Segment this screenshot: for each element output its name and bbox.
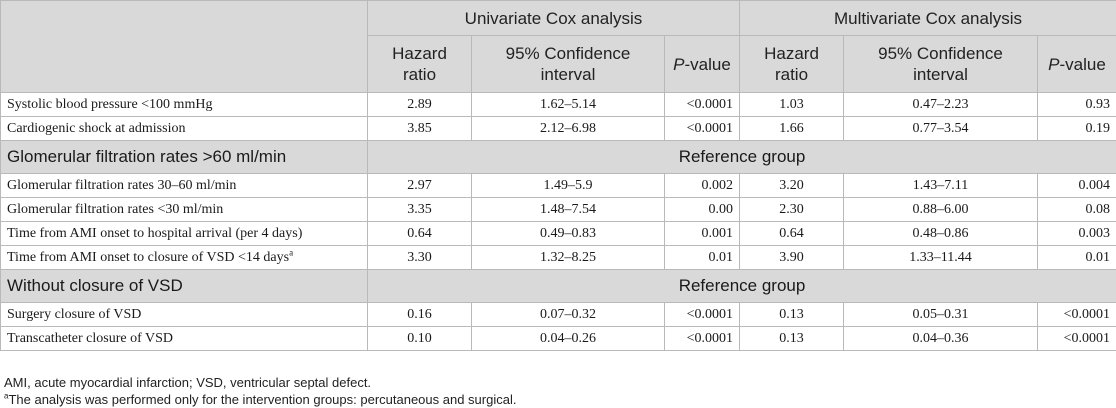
univariate-p: 0.00 [664, 197, 740, 222]
univariate-group-header: Univariate Cox analysis [367, 0, 740, 36]
reference-row-label: Glomerular filtration rates >60 ml/min [0, 140, 368, 174]
univariate-hr: 0.16 [367, 302, 472, 327]
reference-row-label: Without closure of VSD [0, 269, 368, 303]
multivariate-ci: 0.04–0.36 [843, 326, 1038, 351]
univariate-ci: 1.32–8.25 [471, 245, 665, 270]
reference-group-text: Reference group [366, 140, 1116, 174]
multivariate-ci: 0.77–3.54 [843, 116, 1038, 141]
univariate-ci-header: 95% Confidence interval [471, 35, 665, 93]
footnote-analysis-note: aThe analysis was performed only for the… [4, 391, 517, 407]
table-row: Time from AMI onset to hospital arrival … [0, 221, 1116, 246]
multivariate-p: 0.19 [1036, 116, 1116, 141]
multivariate-hr: 1.03 [739, 92, 844, 117]
univariate-ci: 1.49–5.9 [471, 173, 665, 198]
multivariate-hr: 3.90 [739, 245, 844, 270]
footnote-marker: a [289, 246, 294, 257]
univariate-ci: 0.07–0.32 [471, 302, 665, 327]
table-row: Systolic blood pressure <100 mmHg 2.89 1… [0, 92, 1116, 117]
univariate-p: 0.01 [664, 245, 740, 270]
multivariate-p: <0.0001 [1036, 326, 1116, 351]
row-label: Systolic blood pressure <100 mmHg [0, 92, 368, 117]
table-row: Glomerular filtration rates <30 ml/min 3… [0, 197, 1116, 222]
row-label: Surgery closure of VSD [0, 302, 368, 327]
table-row: Transcatheter closure of VSD 0.10 0.04–0… [0, 326, 1116, 351]
footnote-abbreviations: AMI, acute myocardial infarction; VSD, v… [4, 375, 372, 390]
multivariate-p-header: P-value [1036, 35, 1116, 93]
multivariate-p: 0.004 [1036, 173, 1116, 198]
row-label: Time from AMI onset to closure of VSD <1… [0, 245, 368, 270]
multivariate-p: 0.01 [1036, 245, 1116, 270]
univariate-hr-header: Hazard ratio [367, 35, 472, 93]
univariate-hr: 3.85 [367, 116, 472, 141]
multivariate-hr: 0.64 [739, 221, 844, 246]
row-label: Glomerular filtration rates 30–60 ml/min [0, 173, 368, 198]
reference-group-row: Glomerular filtration rates >60 ml/min R… [0, 140, 1116, 174]
univariate-p: 0.001 [664, 221, 740, 246]
multivariate-ci: 0.48–0.86 [843, 221, 1038, 246]
univariate-ci: 0.04–0.26 [471, 326, 665, 351]
multivariate-hr: 1.66 [739, 116, 844, 141]
univariate-hr: 2.89 [367, 92, 472, 117]
multivariate-ci: 1.33–11.44 [843, 245, 1038, 270]
row-label: Cardiogenic shock at admission [0, 116, 368, 141]
multivariate-p: <0.0001 [1036, 302, 1116, 327]
row-label: Transcatheter closure of VSD [0, 326, 368, 351]
multivariate-ci: 0.47–2.23 [843, 92, 1038, 117]
univariate-p: 0.002 [664, 173, 740, 198]
multivariate-hr-header: Hazard ratio [739, 35, 844, 93]
univariate-p: <0.0001 [664, 92, 740, 117]
reference-group-row: Without closure of VSD Reference group [0, 269, 1116, 303]
multivariate-ci: 1.43–7.11 [843, 173, 1038, 198]
multivariate-p: 0.003 [1036, 221, 1116, 246]
univariate-hr: 0.10 [367, 326, 472, 351]
row-label: Glomerular filtration rates <30 ml/min [0, 197, 368, 222]
table-row: Surgery closure of VSD 0.16 0.07–0.32 <0… [0, 302, 1116, 327]
multivariate-p: 0.08 [1036, 197, 1116, 222]
univariate-ci: 1.62–5.14 [471, 92, 665, 117]
univariate-hr: 0.64 [367, 221, 472, 246]
reference-group-text: Reference group [366, 269, 1116, 303]
multivariate-group-header: Multivariate Cox analysis [738, 0, 1116, 36]
multivariate-hr: 0.13 [739, 326, 844, 351]
table-row: Cardiogenic shock at admission 3.85 2.12… [0, 116, 1116, 141]
univariate-p: <0.0001 [664, 302, 740, 327]
univariate-p: <0.0001 [664, 116, 740, 141]
univariate-ci: 0.49–0.83 [471, 221, 665, 246]
univariate-hr: 3.30 [367, 245, 472, 270]
multivariate-ci: 0.88–6.00 [843, 197, 1038, 222]
univariate-hr: 2.97 [367, 173, 472, 198]
multivariate-hr: 0.13 [739, 302, 844, 327]
cox-analysis-table: Univariate Cox analysis Multivariate Cox… [0, 0, 1116, 351]
multivariate-ci: 0.05–0.31 [843, 302, 1038, 327]
univariate-ci: 1.48–7.54 [471, 197, 665, 222]
univariate-ci: 2.12–6.98 [471, 116, 665, 141]
univariate-hr: 3.35 [367, 197, 472, 222]
multivariate-p: 0.93 [1036, 92, 1116, 117]
multivariate-hr: 2.30 [739, 197, 844, 222]
univariate-p: <0.0001 [664, 326, 740, 351]
variable-header-empty [0, 0, 368, 93]
table-row: Glomerular filtration rates 30–60 ml/min… [0, 173, 1116, 198]
footnote-marker: a [4, 391, 9, 401]
multivariate-ci-header: 95% Confidence interval [843, 35, 1038, 93]
multivariate-hr: 3.20 [739, 173, 844, 198]
table-row: Time from AMI onset to closure of VSD <1… [0, 245, 1116, 270]
univariate-p-header: P-value [664, 35, 740, 93]
row-label: Time from AMI onset to hospital arrival … [0, 221, 368, 246]
